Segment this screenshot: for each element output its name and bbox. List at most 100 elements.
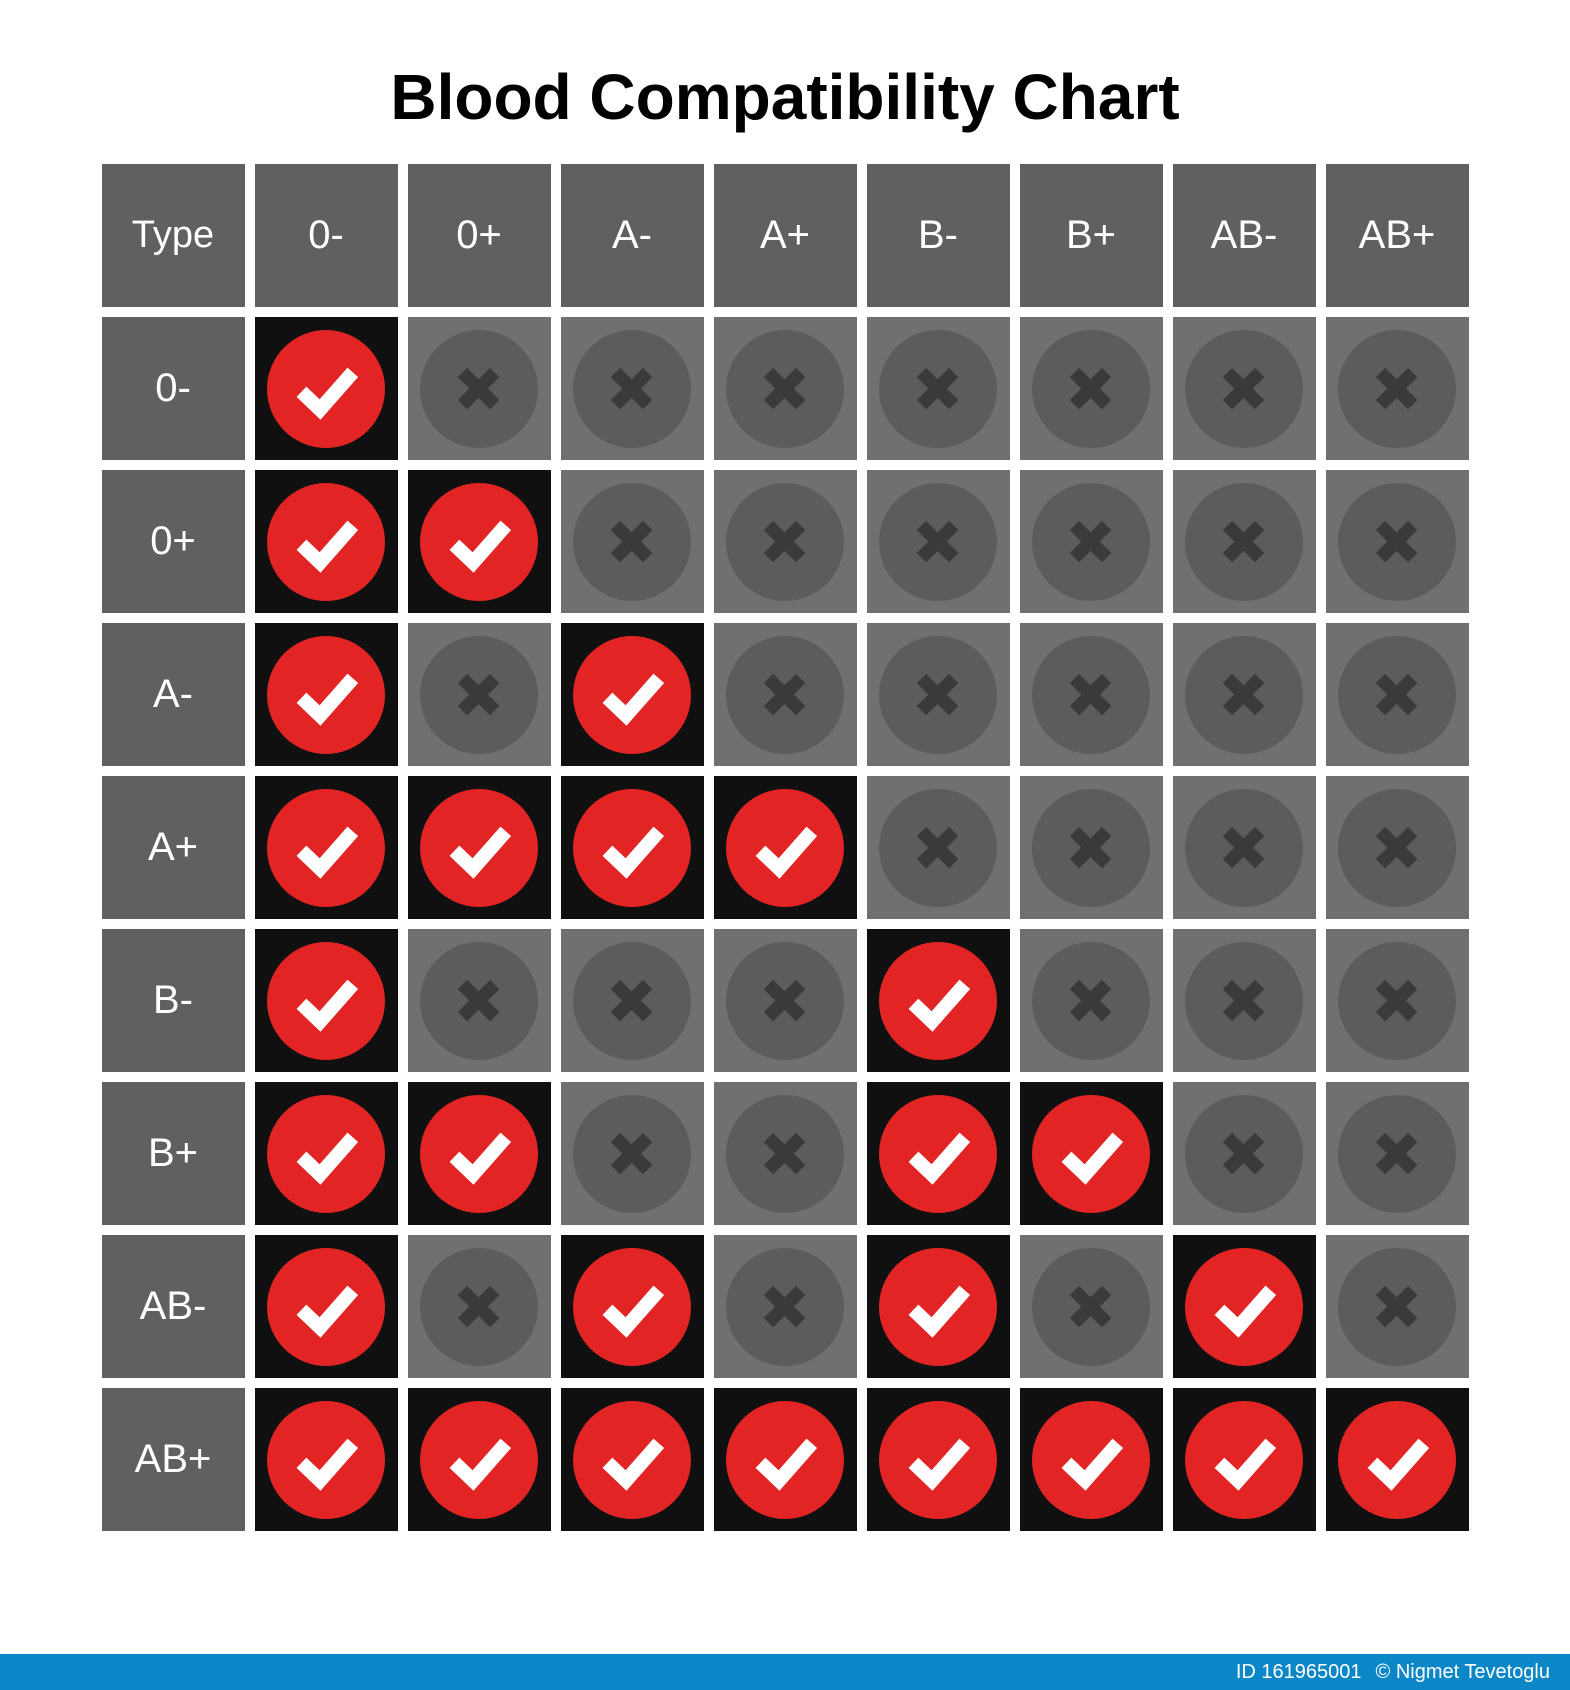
x-icon — [573, 330, 691, 448]
data-cell — [1173, 1082, 1316, 1225]
data-cell — [1326, 1235, 1469, 1378]
x-icon — [879, 636, 997, 754]
x-icon — [726, 942, 844, 1060]
data-cell — [561, 623, 704, 766]
image-id: ID 161965001 — [1236, 1661, 1362, 1684]
data-cell — [255, 623, 398, 766]
data-cell — [255, 470, 398, 613]
x-icon — [420, 330, 538, 448]
x-icon — [879, 330, 997, 448]
data-cell — [1173, 1235, 1316, 1378]
check-icon — [726, 789, 844, 907]
corner-header: Type — [102, 164, 245, 307]
data-cell — [1020, 1082, 1163, 1225]
x-icon — [1338, 1248, 1456, 1366]
col-header: AB- — [1173, 164, 1316, 307]
data-cell — [561, 470, 704, 613]
data-cell — [1326, 623, 1469, 766]
data-cell — [1326, 929, 1469, 1072]
data-cell — [1020, 776, 1163, 919]
x-icon — [1338, 942, 1456, 1060]
check-icon — [879, 1095, 997, 1213]
data-cell — [867, 776, 1010, 919]
data-cell — [1173, 470, 1316, 613]
data-cell — [1173, 929, 1316, 1072]
row-header: B- — [102, 929, 245, 1072]
x-icon — [573, 483, 691, 601]
x-icon — [1338, 330, 1456, 448]
data-cell — [714, 470, 857, 613]
check-icon — [420, 483, 538, 601]
x-icon — [1338, 636, 1456, 754]
col-header: A+ — [714, 164, 857, 307]
data-cell — [561, 1082, 704, 1225]
check-icon — [267, 789, 385, 907]
data-cell — [867, 470, 1010, 613]
x-icon — [1032, 636, 1150, 754]
data-cell — [714, 1388, 857, 1531]
data-cell — [867, 1235, 1010, 1378]
data-cell — [1020, 1388, 1163, 1531]
data-cell — [1326, 1388, 1469, 1531]
row-header: A- — [102, 623, 245, 766]
row-header: A+ — [102, 776, 245, 919]
check-icon — [267, 483, 385, 601]
data-cell — [714, 776, 857, 919]
data-cell — [1020, 623, 1163, 766]
data-cell — [1173, 1388, 1316, 1531]
data-cell — [561, 317, 704, 460]
data-cell — [1326, 317, 1469, 460]
data-cell — [714, 929, 857, 1072]
data-cell — [255, 1235, 398, 1378]
chart-title: Blood Compatibility Chart — [0, 0, 1570, 164]
check-icon — [726, 1401, 844, 1519]
x-icon — [1032, 789, 1150, 907]
row-header: 0+ — [102, 470, 245, 613]
x-icon — [1185, 636, 1303, 754]
data-cell — [255, 317, 398, 460]
data-cell — [561, 1388, 704, 1531]
data-cell — [867, 317, 1010, 460]
data-cell — [408, 929, 551, 1072]
x-icon — [726, 1248, 844, 1366]
col-header: B- — [867, 164, 1010, 307]
x-icon — [1032, 942, 1150, 1060]
data-cell — [408, 317, 551, 460]
data-cell — [561, 776, 704, 919]
compatibility-grid: Type0-0+A-A+B-B+AB-AB+0- 0+ A- — [102, 164, 1469, 1531]
check-icon — [267, 636, 385, 754]
check-icon — [879, 942, 997, 1060]
x-icon — [1338, 789, 1456, 907]
col-header: B+ — [1020, 164, 1163, 307]
row-header: B+ — [102, 1082, 245, 1225]
check-icon — [267, 1401, 385, 1519]
x-icon — [420, 942, 538, 1060]
data-cell — [1326, 776, 1469, 919]
data-cell — [408, 776, 551, 919]
x-icon — [420, 1248, 538, 1366]
check-icon — [420, 789, 538, 907]
data-cell — [408, 1082, 551, 1225]
data-cell — [1173, 623, 1316, 766]
x-icon — [1185, 942, 1303, 1060]
check-icon — [1032, 1401, 1150, 1519]
data-cell — [1020, 470, 1163, 613]
data-cell — [255, 1388, 398, 1531]
data-cell — [867, 1082, 1010, 1225]
footer-bar: ID 161965001 © Nigmet Tevetoglu — [0, 1654, 1570, 1690]
data-cell — [714, 1082, 857, 1225]
col-header: AB+ — [1326, 164, 1469, 307]
row-header: AB- — [102, 1235, 245, 1378]
data-cell — [714, 623, 857, 766]
data-cell — [408, 1388, 551, 1531]
data-cell — [255, 929, 398, 1072]
x-icon — [1185, 1095, 1303, 1213]
data-cell — [867, 1388, 1010, 1531]
data-cell — [255, 1082, 398, 1225]
x-icon — [1338, 1095, 1456, 1213]
check-icon — [573, 636, 691, 754]
row-header: AB+ — [102, 1388, 245, 1531]
x-icon — [726, 483, 844, 601]
data-cell — [1326, 1082, 1469, 1225]
x-icon — [726, 636, 844, 754]
